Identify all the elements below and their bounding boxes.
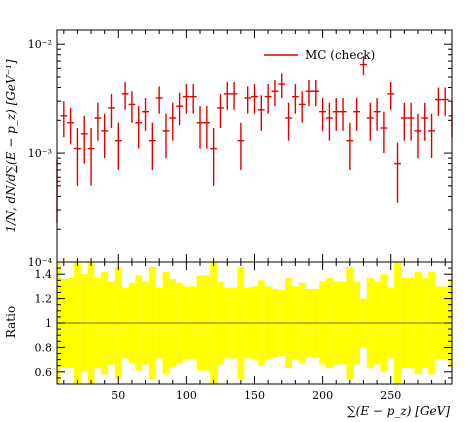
ratio-y-axis-label: Ratio [4,306,18,338]
data-point [223,81,231,110]
main-y-axis-label: 1/N, dN/d∑(E − p_z) [GeV⁻¹] [4,59,18,232]
data-point [182,84,190,114]
ratio-axis-ticks: 0.6 0.8 1 1.2 1.4 50 100 150 200 250 [35,261,452,402]
data-point [291,84,299,114]
data-point [421,102,429,141]
data-point [114,122,122,170]
data-point [56,159,61,223]
data-point [148,122,156,170]
data-point [237,122,245,170]
data-point [203,106,211,149]
data-point [305,79,313,107]
data-point [230,81,238,110]
ratio-y-tick-label: 1.4 [35,268,53,281]
ratio-y-tick-label: 0.6 [35,366,53,379]
data-point [101,113,109,159]
data-point [251,84,258,114]
legend-label: MC (check) [305,48,375,62]
data-point [271,79,279,107]
data-point [434,87,442,116]
data-point [264,84,272,114]
data-point [285,102,292,141]
main-data-points [56,55,453,223]
data-point [128,91,136,123]
data-point [155,86,163,114]
legend: MC (check) [264,48,375,62]
data-point [366,102,374,141]
data-point [353,98,361,131]
data-point [312,79,320,107]
data-point [67,107,75,145]
data-point [196,106,204,149]
data-point [346,122,354,170]
data-point [169,102,177,141]
data-point [142,98,149,131]
y-tick-label: 10⁻² [28,38,52,51]
data-point [360,55,367,76]
data-point [257,95,265,131]
data-point [217,93,224,129]
data-point [319,98,327,131]
data-point [94,102,102,141]
main-plot-frame [56,29,453,263]
x-tick-label: 100 [176,389,197,402]
ratio-y-tick-label: 1 [45,317,52,330]
data-point [448,101,453,138]
y-tick-label: 10⁻⁴ [28,256,53,269]
data-point [380,111,388,154]
data-point [108,93,115,129]
data-point [339,98,347,131]
data-point [80,115,88,164]
data-point [189,84,197,114]
data-point [400,102,408,141]
data-point [135,106,143,149]
data-point [244,86,252,114]
data-point [394,142,401,203]
data-point [332,98,340,131]
main-axis-ticks: 10⁻⁴ 10⁻³ 10⁻² [28,30,452,269]
data-point [60,101,68,138]
data-point [121,81,129,110]
ratio-plot-frame [56,261,453,385]
ratio-y-tick-label: 0.8 [35,341,53,354]
data-point [162,113,170,159]
x-tick-label: 150 [244,389,265,402]
data-point [298,91,306,123]
data-point [210,128,218,186]
data-point [87,128,95,186]
x-axis-label: ∑(E − p_z) [GeV] [347,404,450,418]
data-point [414,113,422,159]
ratio-y-tick-label: 1.2 [35,293,53,306]
data-point [74,128,81,186]
x-tick-label: 50 [111,389,125,402]
data-point [373,98,381,131]
data-point [387,81,395,110]
data-point [278,73,286,99]
data-point [441,87,449,116]
data-point [326,102,333,141]
y-tick-label: 10⁻³ [28,147,52,160]
data-point [428,113,435,159]
x-tick-label: 200 [312,389,333,402]
data-point [407,102,415,141]
data-point [176,92,183,126]
x-tick-label: 250 [380,389,401,402]
